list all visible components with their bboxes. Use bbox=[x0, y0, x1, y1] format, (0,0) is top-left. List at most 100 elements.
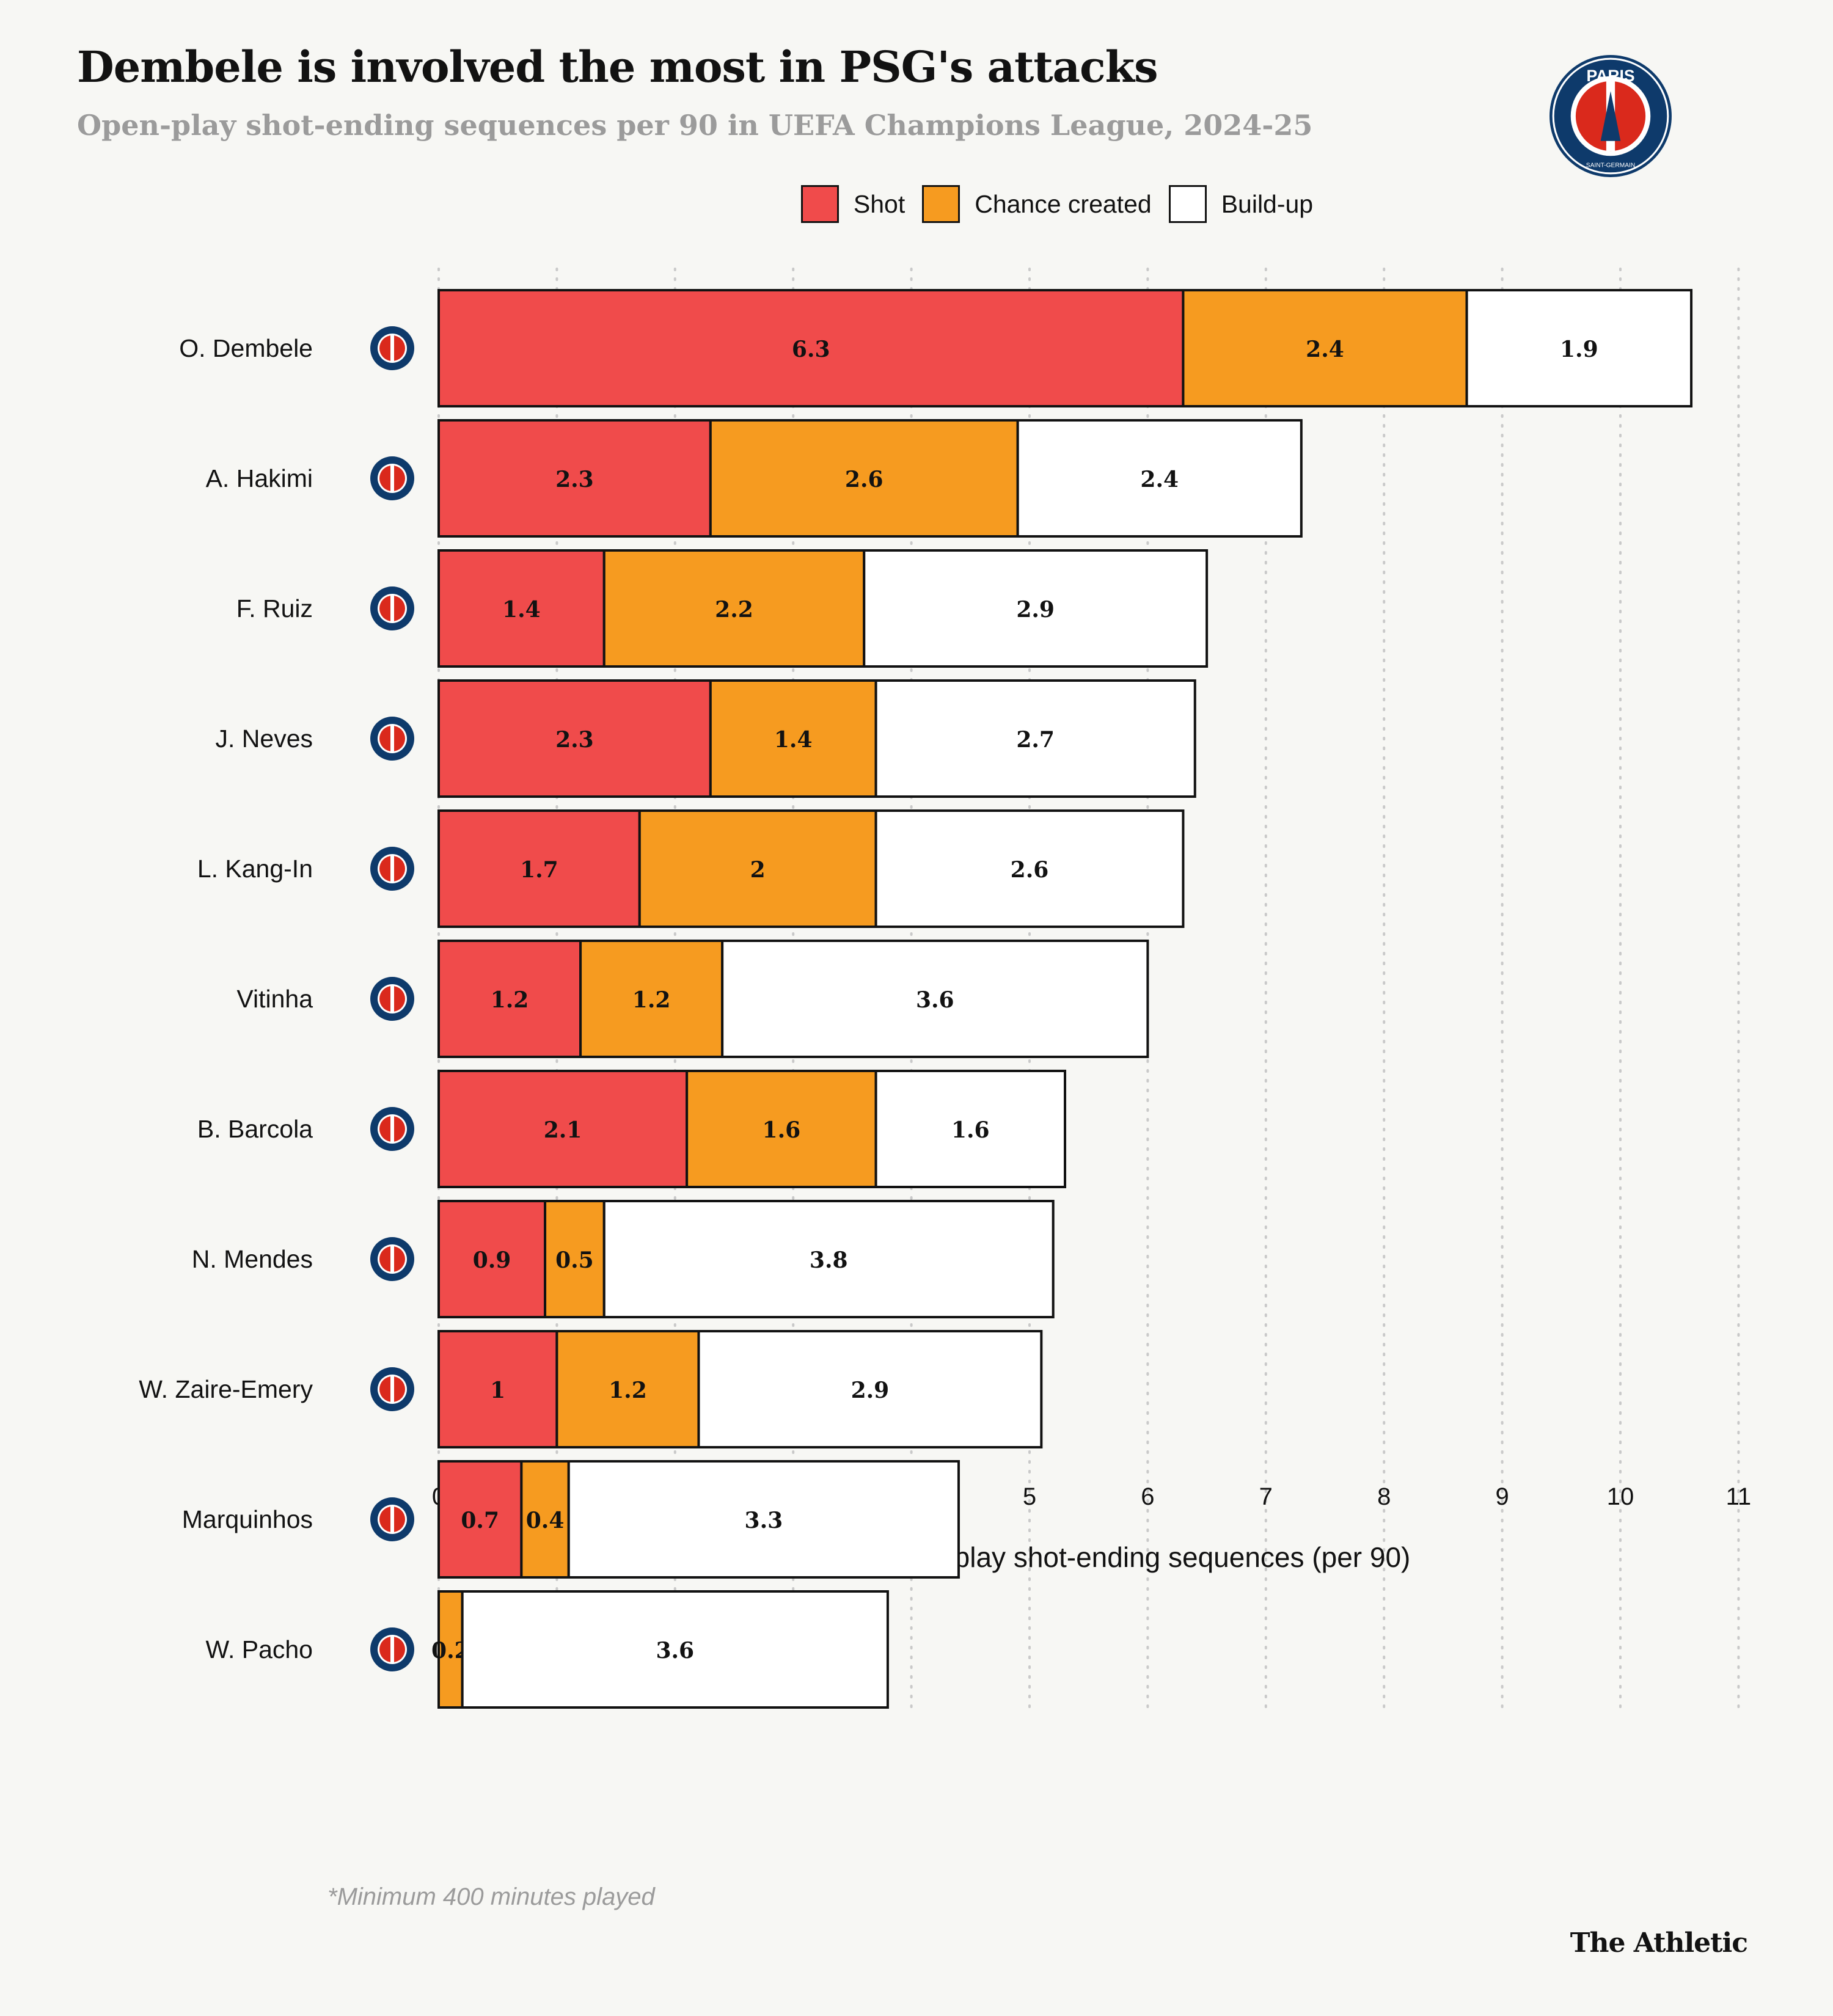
player-name: A. Hakimi bbox=[206, 464, 313, 492]
bar-chance bbox=[579, 940, 724, 1058]
crest-top-text: PARIS bbox=[1586, 67, 1634, 85]
bar-buildup bbox=[697, 1330, 1043, 1448]
footnote: *Minimum 400 minutes played bbox=[327, 1883, 655, 1910]
bar-chance bbox=[544, 1200, 606, 1318]
player-name: B. Barcola bbox=[197, 1115, 313, 1143]
data-label-chance: 2.6 bbox=[845, 467, 884, 492]
bar-chance bbox=[709, 679, 877, 798]
data-label-buildup: 2.9 bbox=[1016, 597, 1055, 623]
data-label-shot: 1.7 bbox=[520, 857, 558, 883]
legend-label-chance: Chance created bbox=[975, 189, 1152, 218]
player-name: F. Ruiz bbox=[236, 594, 313, 623]
player-crest-stripe bbox=[390, 725, 394, 752]
player-crest-stripe bbox=[390, 1636, 394, 1663]
player-crest-stripe bbox=[390, 1116, 394, 1142]
legend-swatch-shot bbox=[800, 185, 839, 223]
player-name: J. Neves bbox=[216, 725, 313, 753]
data-label-shot: 1.4 bbox=[502, 597, 541, 623]
data-label-chance: 1.4 bbox=[774, 727, 813, 753]
legend-swatch-buildup bbox=[1168, 185, 1207, 223]
chart-subtitle: Open-play shot-ending sequences per 90 i… bbox=[77, 109, 1313, 142]
chart-title: Dembele is involved the most in PSG's at… bbox=[77, 42, 1158, 92]
player-name: O. Dembele bbox=[179, 334, 313, 362]
player-name: W. Zaire-Emery bbox=[139, 1375, 313, 1403]
player-name: Marquinhos bbox=[182, 1505, 313, 1533]
x-tick-label: 11 bbox=[1726, 1483, 1752, 1510]
x-tick-label: 8 bbox=[1377, 1483, 1391, 1510]
data-label-buildup: 2.4 bbox=[1140, 467, 1179, 492]
x-tick-label: 6 bbox=[1141, 1483, 1154, 1510]
legend-swatch-chance bbox=[922, 185, 960, 223]
data-label-buildup: 3.6 bbox=[916, 987, 954, 1013]
bar-shot bbox=[437, 1200, 547, 1318]
bar-buildup bbox=[1465, 289, 1693, 407]
player-crest-stripe bbox=[390, 855, 394, 882]
data-label-buildup: 2.9 bbox=[851, 1378, 890, 1403]
x-tick-label: 7 bbox=[1259, 1483, 1273, 1510]
player-name: W. Pacho bbox=[206, 1635, 313, 1664]
crest-bottom-text: SAINT-GERMAIN bbox=[1586, 163, 1635, 169]
stacked-bar-chart: 01234567891011Involvements in open-play … bbox=[139, 268, 1752, 1715]
bar-shot bbox=[437, 419, 712, 538]
data-label-chance: 1.2 bbox=[609, 1378, 647, 1403]
legend-item-shot: Shot bbox=[800, 185, 906, 223]
player-name: L. Kang-In bbox=[197, 855, 313, 883]
bar-shot bbox=[437, 1460, 523, 1579]
legend-label-buildup: Build-up bbox=[1221, 189, 1314, 218]
player-crest-stripe bbox=[390, 985, 394, 1012]
data-label-buildup: 1.6 bbox=[951, 1117, 990, 1143]
bar-buildup bbox=[874, 679, 1196, 798]
brand-logo: The Athletic bbox=[1570, 1927, 1748, 1959]
player-crest-stripe bbox=[390, 1506, 394, 1533]
legend: Shot Chance created Build-up bbox=[0, 185, 1833, 223]
data-label-chance: 0.5 bbox=[555, 1247, 594, 1273]
bar-buildup bbox=[461, 1590, 889, 1709]
bar-buildup bbox=[874, 809, 1185, 928]
bar-buildup bbox=[863, 549, 1209, 668]
legend-label-shot: Shot bbox=[853, 189, 906, 218]
data-label-buildup: 1.9 bbox=[1560, 337, 1598, 362]
player-crest-stripe bbox=[390, 1376, 394, 1403]
data-label-chance: 2 bbox=[750, 857, 766, 883]
data-label-shot: 0.9 bbox=[473, 1247, 511, 1273]
bar-shot bbox=[437, 940, 582, 1058]
bar-shot bbox=[437, 809, 641, 928]
bar-shot bbox=[437, 679, 712, 798]
x-tick-label: 5 bbox=[1023, 1483, 1036, 1510]
data-label-buildup: 2.7 bbox=[1016, 727, 1055, 753]
data-label-buildup: 2.6 bbox=[1011, 857, 1049, 883]
bar-buildup bbox=[602, 1200, 1055, 1318]
player-name: Vitinha bbox=[236, 985, 313, 1013]
bar-chance bbox=[437, 1590, 464, 1709]
bar-chance bbox=[602, 549, 866, 668]
data-label-shot: 1.2 bbox=[491, 987, 529, 1013]
data-label-shot: 1 bbox=[490, 1378, 505, 1403]
bar-buildup bbox=[1016, 419, 1303, 538]
bar-shot bbox=[437, 289, 1185, 407]
data-label-chance: 0.4 bbox=[526, 1508, 565, 1533]
data-label-chance: 1.2 bbox=[632, 987, 671, 1013]
bar-buildup bbox=[567, 1460, 960, 1579]
player-name: N. Mendes bbox=[192, 1245, 313, 1273]
player-crest-stripe bbox=[390, 1246, 394, 1273]
data-label-chance: 2.2 bbox=[715, 597, 753, 623]
psg-crest-icon: PARIS SAINT-GERMAIN bbox=[1549, 55, 1672, 177]
data-label-chance: 2.4 bbox=[1306, 337, 1344, 362]
bar-chance bbox=[1182, 289, 1468, 407]
bar-chance bbox=[686, 1070, 877, 1188]
bar-shot bbox=[437, 1330, 558, 1448]
data-label-chance: 1.6 bbox=[763, 1117, 801, 1143]
data-label-buildup: 3.3 bbox=[745, 1508, 783, 1533]
player-crest-stripe bbox=[390, 335, 394, 362]
data-label-shot: 0.7 bbox=[461, 1508, 499, 1533]
x-tick-label: 10 bbox=[1607, 1483, 1634, 1510]
data-label-shot: 2.1 bbox=[544, 1117, 582, 1143]
bar-chance bbox=[638, 809, 877, 928]
data-label-shot: 2.3 bbox=[555, 467, 594, 492]
legend-item-chance: Chance created bbox=[922, 185, 1152, 223]
data-label-buildup: 3.8 bbox=[810, 1247, 848, 1273]
bar-shot bbox=[437, 1070, 689, 1188]
bar-buildup bbox=[874, 1070, 1067, 1188]
data-label-buildup: 3.6 bbox=[656, 1638, 694, 1664]
bar-shot bbox=[437, 549, 606, 668]
